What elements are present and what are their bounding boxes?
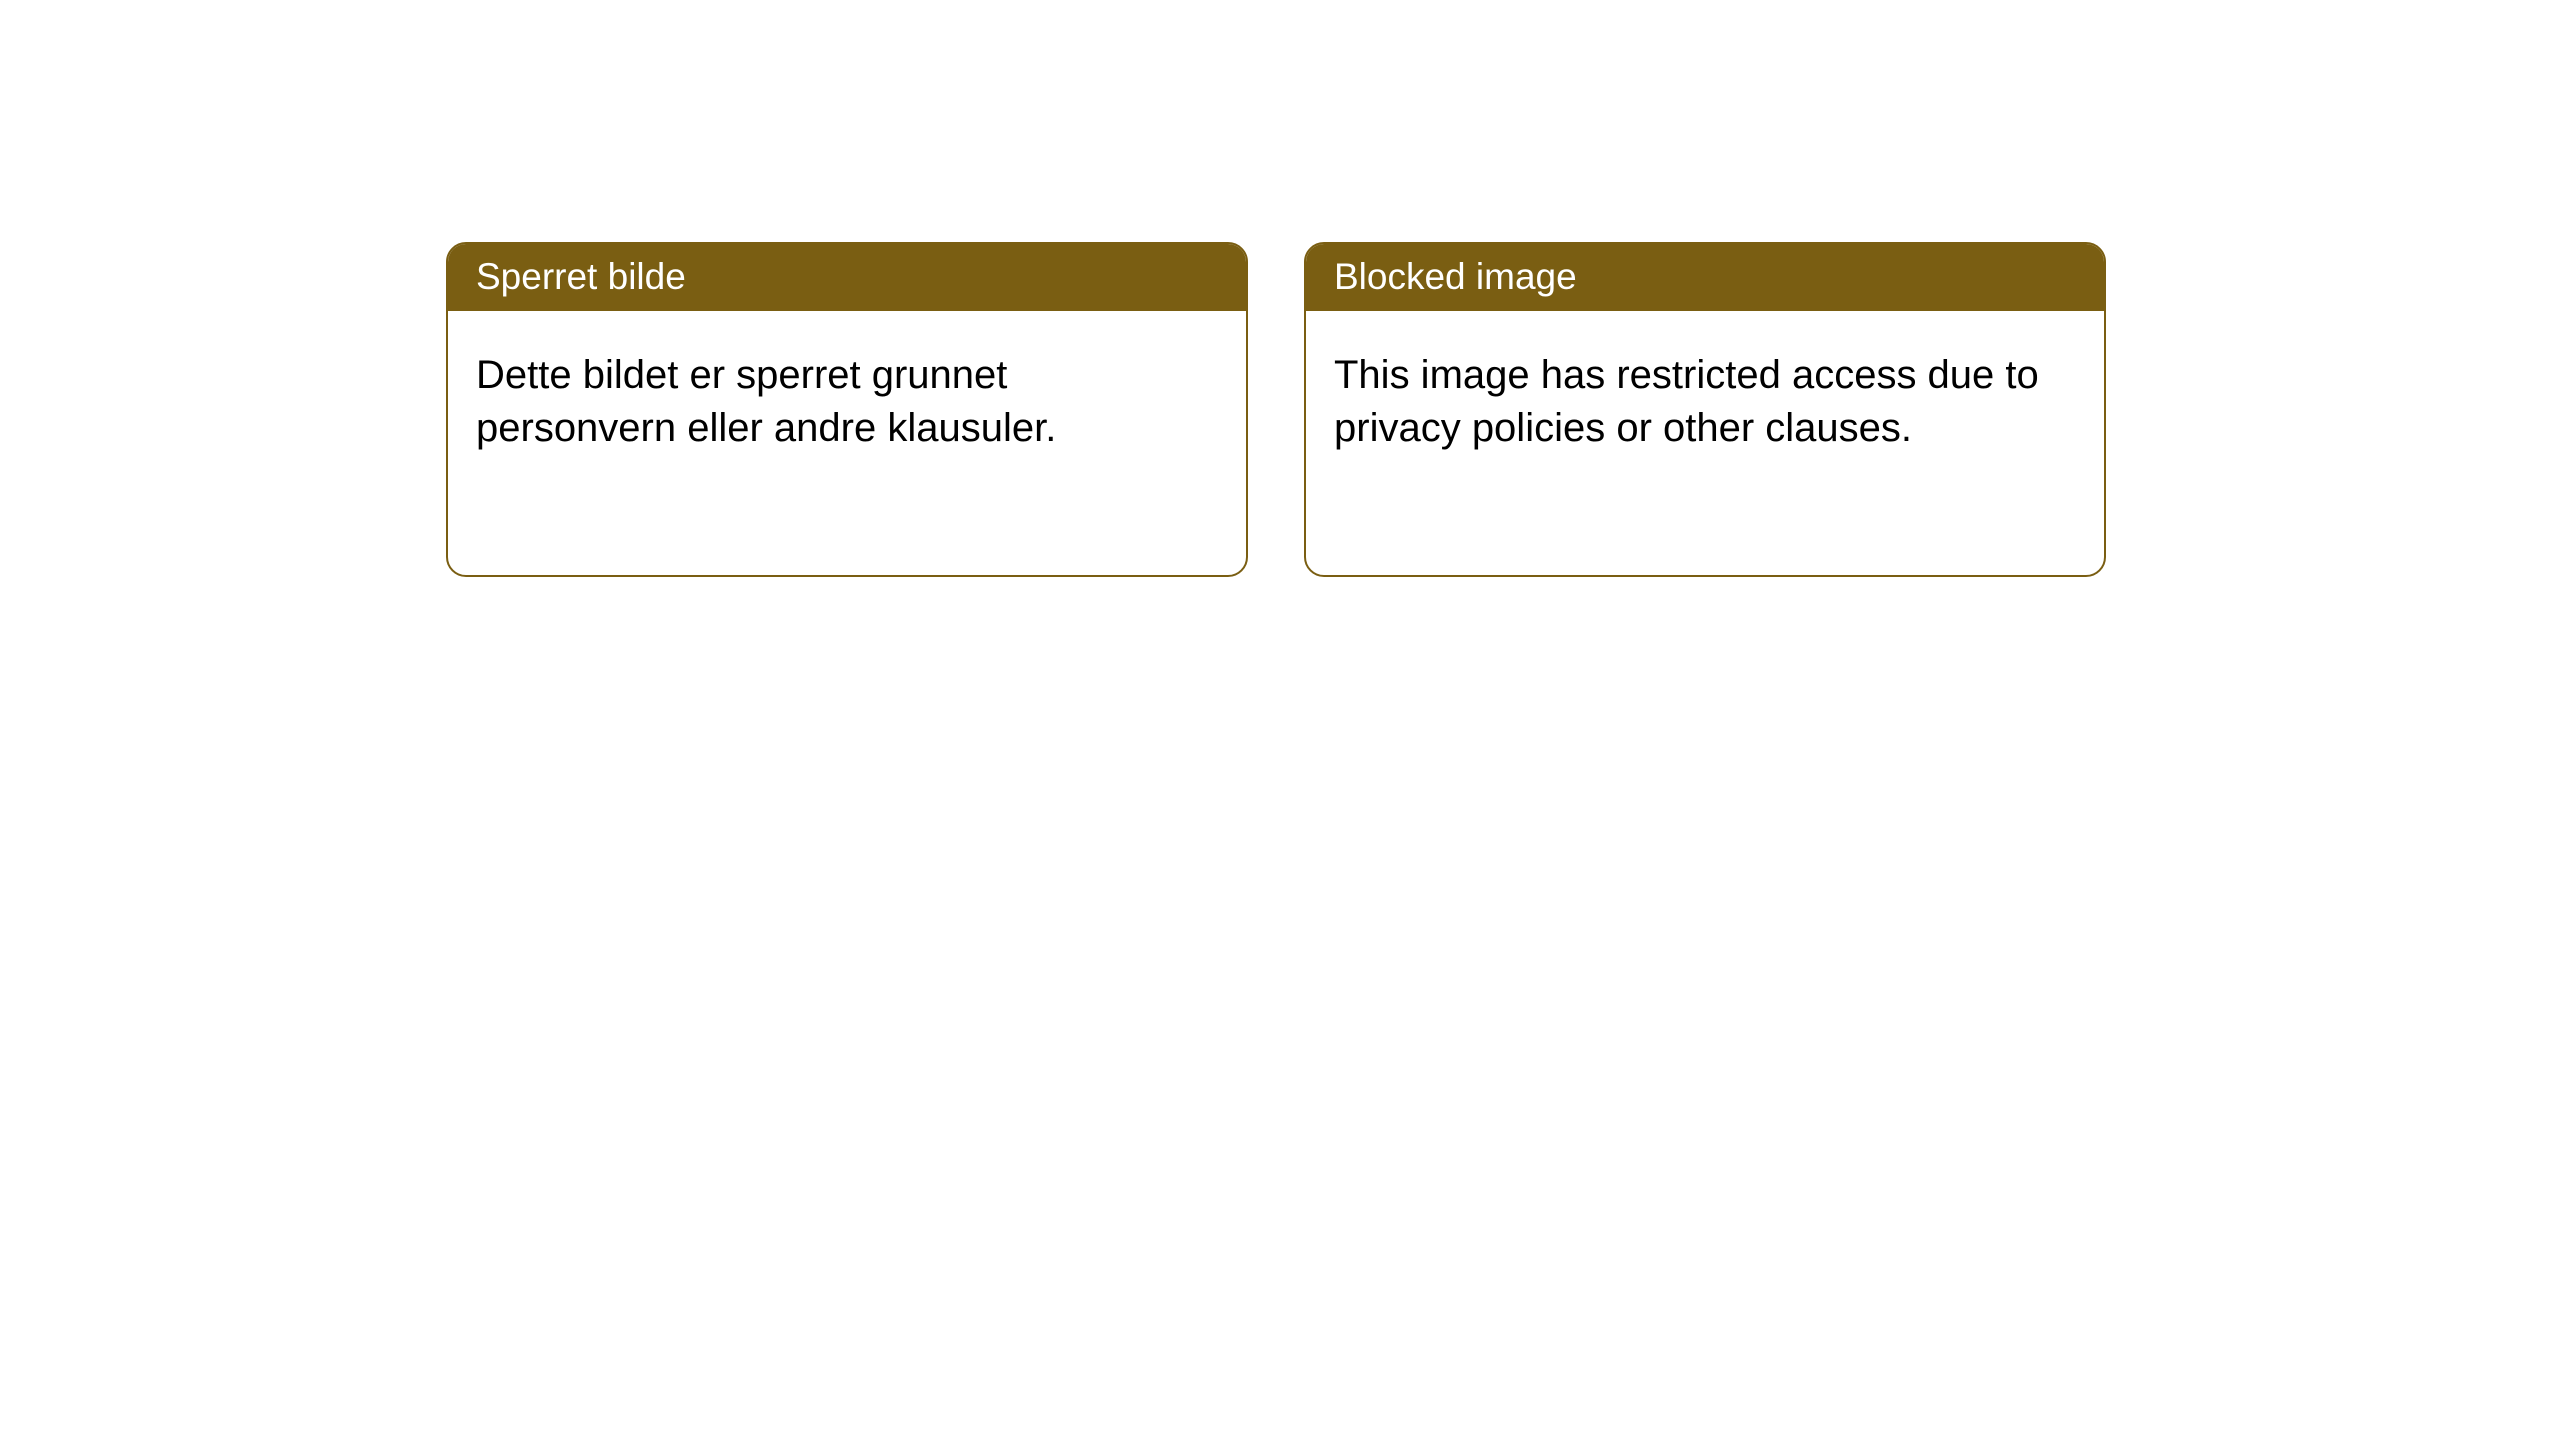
card-body: This image has restricted access due to …	[1306, 311, 2104, 483]
card-body-text: This image has restricted access due to …	[1334, 353, 2039, 450]
card-body: Dette bildet er sperret grunnet personve…	[448, 311, 1246, 483]
card-header: Blocked image	[1306, 244, 2104, 311]
card-title: Blocked image	[1334, 256, 1577, 297]
notice-card-norwegian: Sperret bilde Dette bildet er sperret gr…	[446, 242, 1248, 577]
notice-cards-container: Sperret bilde Dette bildet er sperret gr…	[446, 242, 2106, 577]
notice-card-english: Blocked image This image has restricted …	[1304, 242, 2106, 577]
card-header: Sperret bilde	[448, 244, 1246, 311]
card-body-text: Dette bildet er sperret grunnet personve…	[476, 353, 1056, 450]
card-title: Sperret bilde	[476, 256, 686, 297]
